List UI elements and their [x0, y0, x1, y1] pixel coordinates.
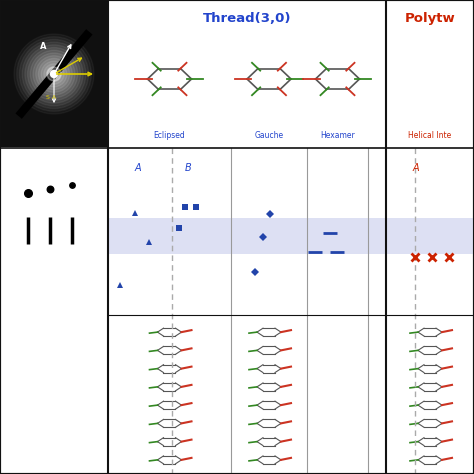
Text: Thread(3,0): Thread(3,0): [203, 12, 291, 25]
Circle shape: [38, 58, 70, 90]
Circle shape: [44, 64, 64, 84]
Circle shape: [27, 47, 81, 100]
Text: B: B: [185, 163, 191, 173]
Circle shape: [47, 67, 61, 81]
Text: A: A: [413, 163, 419, 173]
Circle shape: [52, 72, 56, 76]
Text: Gauche: Gauche: [255, 131, 283, 140]
Circle shape: [36, 56, 73, 92]
Circle shape: [46, 66, 62, 82]
Text: Polytw: Polytw: [405, 12, 456, 25]
Text: A: A: [40, 42, 46, 51]
Bar: [108, 218, 474, 254]
Circle shape: [51, 71, 57, 78]
Bar: [1, 1, 107, 147]
Text: S A: S A: [46, 95, 56, 100]
Text: A: A: [135, 163, 141, 173]
Text: Eclipsed: Eclipsed: [154, 131, 185, 140]
Circle shape: [19, 39, 89, 109]
Circle shape: [41, 61, 67, 87]
Text: Hexamer: Hexamer: [320, 131, 355, 140]
Circle shape: [33, 53, 75, 95]
Circle shape: [49, 69, 59, 79]
Circle shape: [25, 45, 83, 103]
Circle shape: [30, 50, 78, 98]
Circle shape: [22, 42, 86, 106]
Text: Helical Inte: Helical Inte: [409, 131, 452, 140]
